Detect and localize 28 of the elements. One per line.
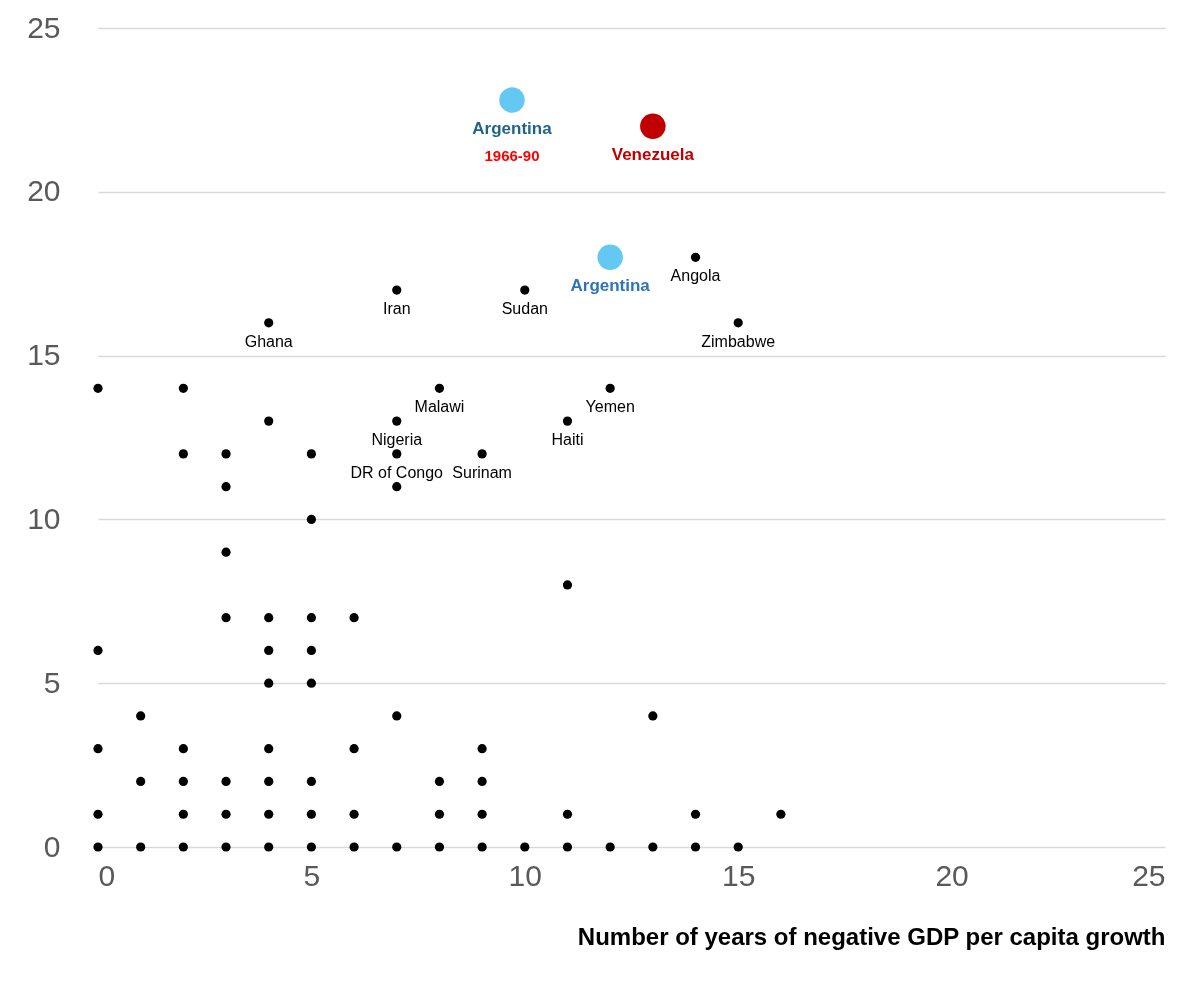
x-tick-label: 5 xyxy=(303,858,321,892)
data-label: Argentina xyxy=(472,119,553,139)
data-label: Sudan xyxy=(501,300,548,318)
y-tick-label: 15 xyxy=(27,338,61,372)
x-tick-label: 10 xyxy=(508,858,542,892)
data-label: Zimbabwe xyxy=(701,332,776,350)
data-label: Yemen xyxy=(585,398,635,416)
x-tick-label: 25 xyxy=(1132,858,1166,892)
data-label: Iran xyxy=(382,300,411,318)
data-label: Argentina xyxy=(570,276,651,296)
x-axis-title: Number of years of negative GDP per capita growth xyxy=(577,922,1166,950)
data-label: Nigeria xyxy=(371,431,423,449)
x-tick-label: 15 xyxy=(722,858,756,892)
data-label: Surinam xyxy=(452,463,512,481)
y-tick-label: 0 xyxy=(43,829,61,863)
data-label: Haiti xyxy=(551,431,584,449)
y-tick-label: 20 xyxy=(27,174,61,208)
x-tick-label: 20 xyxy=(935,858,969,892)
data-label: Venezuela xyxy=(611,145,695,165)
data-label: Ghana xyxy=(244,332,293,350)
data-label: Malawi xyxy=(414,398,465,416)
y-tick-label: 10 xyxy=(27,501,61,535)
y-tick-label: 5 xyxy=(43,665,61,699)
data-label: DR of Congo xyxy=(350,463,444,481)
x-tick-label: 0 xyxy=(98,858,116,892)
y-tick-label: 25 xyxy=(27,10,61,44)
data-label: Angola xyxy=(670,267,721,285)
annotation: 1966-90 xyxy=(484,147,540,165)
